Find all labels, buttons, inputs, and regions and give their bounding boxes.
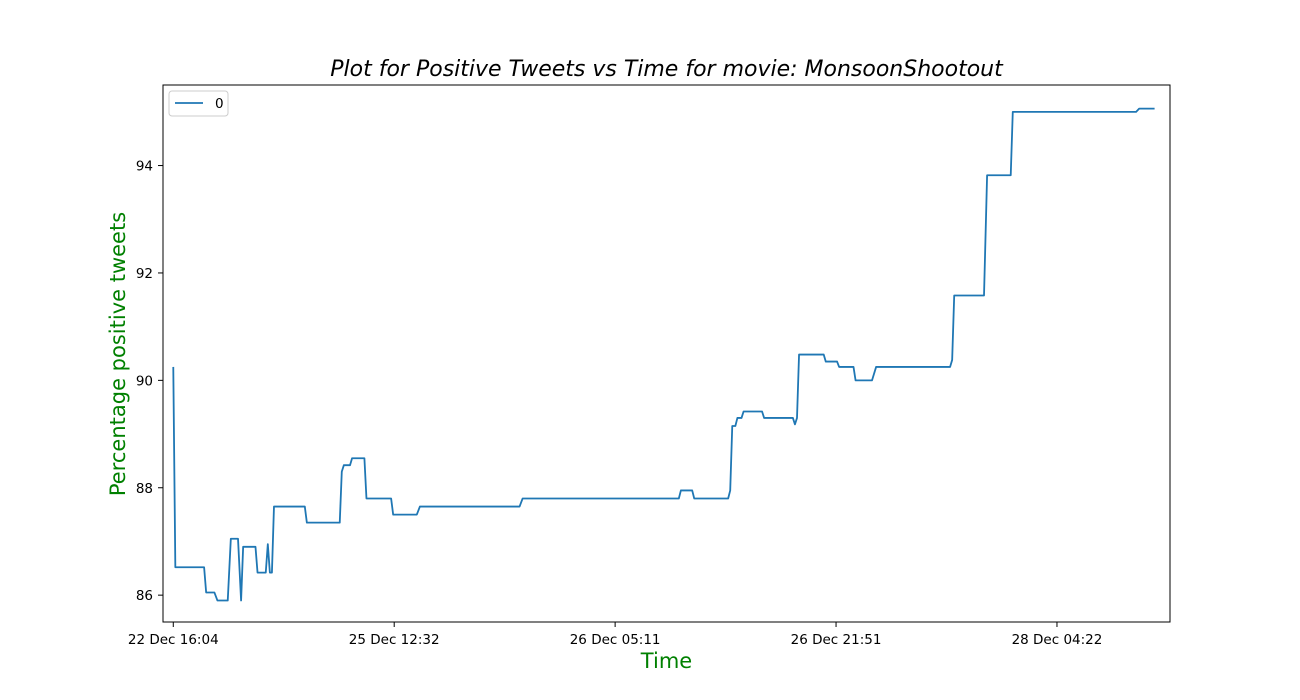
x-tick-label: 22 Dec 16:04 [128, 632, 219, 648]
x-tick-label: 25 Dec 12:32 [349, 632, 440, 648]
y-axis-label: Percentage positive tweets [106, 212, 130, 496]
series-line-0 [172, 107, 1155, 602]
legend: 0 [168, 90, 229, 117]
series-layer [172, 107, 1155, 602]
y-tick-label: 88 [136, 481, 153, 497]
y-tick-label: 94 [136, 159, 153, 175]
x-tick-label: 28 Dec 04:22 [1012, 632, 1103, 648]
plot-area [163, 85, 1170, 622]
x-axis: 22 Dec 16:04 25 Dec 12:32 26 Dec 05:11 26 D… [128, 622, 1102, 648]
x-tick-label: 26 Dec 05:11 [570, 632, 661, 648]
x-axis-label: Time [640, 649, 692, 673]
x-tick-label: 26 Dec 21:51 [791, 632, 882, 648]
y-tick-label: 86 [136, 588, 153, 604]
plot-frame [162, 84, 1171, 623]
y-tick-label: 92 [136, 266, 153, 282]
y-axis: 86 88 90 92 94 [136, 159, 163, 604]
chart-title: Plot for Positive Tweets vs Time for mov… [330, 57, 1004, 82]
legend-label: 0 [215, 96, 224, 112]
y-tick-label: 90 [136, 373, 153, 389]
